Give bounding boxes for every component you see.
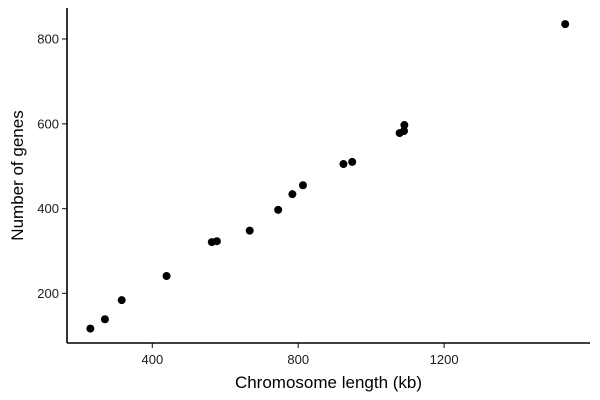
x-tick-label: 1200 xyxy=(430,352,459,367)
data-point xyxy=(117,296,126,305)
data-point xyxy=(274,205,283,214)
data-point xyxy=(339,160,348,169)
data-point xyxy=(212,237,221,246)
data-point xyxy=(162,272,171,280)
data-point xyxy=(348,157,357,166)
data-point xyxy=(86,324,95,333)
y-tick-label: 200 xyxy=(37,286,59,301)
data-point xyxy=(298,181,307,190)
y-tick-label: 800 xyxy=(37,31,59,46)
data-point xyxy=(288,190,297,199)
y-tick-label: 400 xyxy=(37,201,59,216)
x-axis-title: Chromosome length (kb) xyxy=(235,373,422,392)
data-point xyxy=(400,121,409,130)
y-axis-title: Number of genes xyxy=(8,110,27,240)
x-tick-label: 800 xyxy=(287,352,309,367)
ticks-layer: 400 800 1200 200 400 600 800 xyxy=(37,31,458,367)
x-tick-label: 400 xyxy=(141,352,163,367)
data-point xyxy=(245,226,254,235)
points-layer xyxy=(86,20,570,333)
data-point xyxy=(561,20,570,29)
data-point xyxy=(399,126,408,135)
data-point xyxy=(100,315,109,324)
y-tick-label: 600 xyxy=(37,116,59,131)
